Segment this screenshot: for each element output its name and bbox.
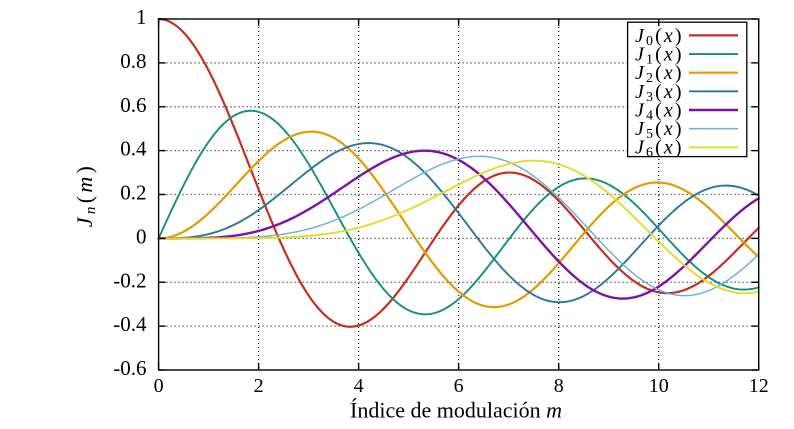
svg-text:0: 0 (136, 224, 147, 248)
svg-text:0.4: 0.4 (120, 137, 147, 161)
svg-text:-0.6: -0.6 (113, 356, 146, 380)
svg-text:10: 10 (649, 375, 669, 397)
svg-text:12: 12 (749, 375, 769, 397)
svg-text:Índice de modulación m: Índice de modulación m (350, 398, 562, 423)
svg-text:0.6: 0.6 (120, 93, 146, 117)
svg-text:Jn(m): Jn(m) (72, 163, 99, 227)
svg-text:J0(x): J0(x) (635, 25, 684, 49)
svg-text:J6(x): J6(x) (635, 137, 684, 161)
svg-text:0.2: 0.2 (120, 181, 146, 205)
svg-text:6: 6 (454, 375, 464, 397)
svg-text:-0.4: -0.4 (113, 312, 147, 336)
svg-text:0.8: 0.8 (120, 49, 146, 73)
svg-text:4: 4 (354, 375, 364, 397)
svg-text:2: 2 (254, 375, 264, 397)
svg-text:0: 0 (154, 375, 164, 397)
svg-text:J2(x): J2(x) (635, 62, 684, 86)
svg-text:J3(x): J3(x) (635, 81, 684, 105)
svg-text:8: 8 (554, 375, 564, 397)
svg-text:J5(x): J5(x) (635, 118, 684, 142)
svg-text:J1(x): J1(x) (635, 43, 684, 67)
svg-text:1: 1 (136, 5, 147, 29)
svg-text:-0.2: -0.2 (113, 268, 146, 292)
svg-text:J4(x): J4(x) (635, 99, 684, 123)
